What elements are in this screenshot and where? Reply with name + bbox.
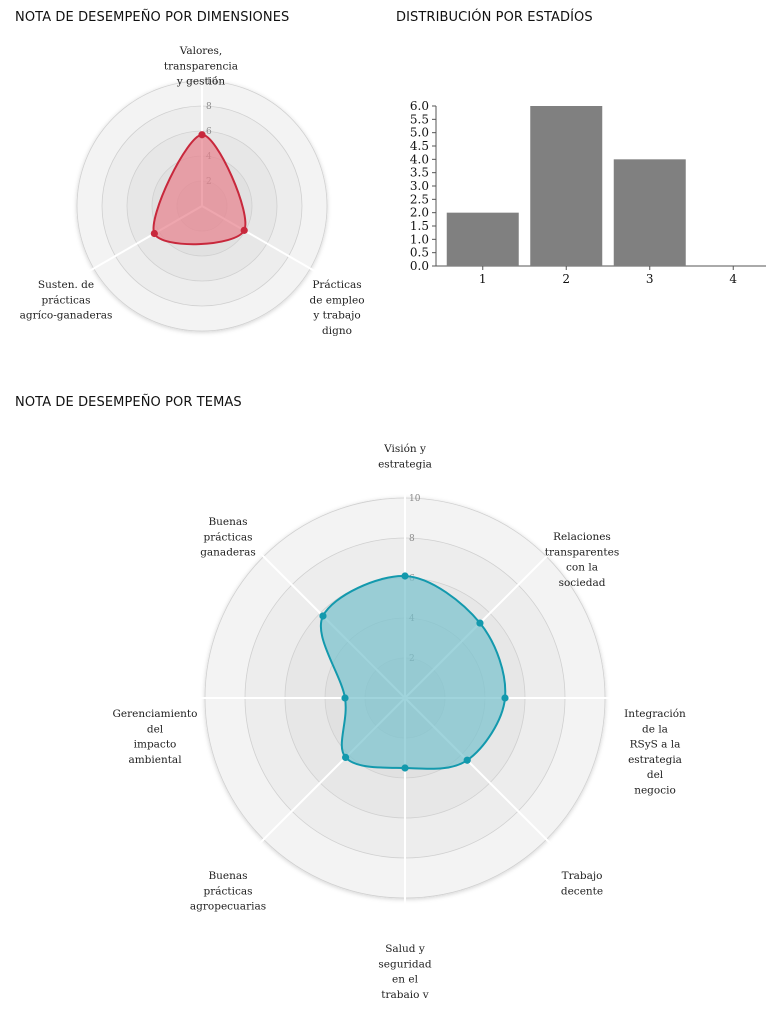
temas-axis-label-4: Trabajo decente: [561, 870, 603, 897]
temas-axis-label-5-line-4: trabaio v: [381, 989, 428, 1001]
dimensiones-rtick-6: 6: [206, 127, 212, 137]
temas-axis-label-3-line-2: de la: [642, 723, 668, 735]
estadios-bar-3: [613, 159, 686, 266]
temas-axis-label-2-line-3: con la: [566, 562, 598, 574]
temas-axis-label-7-line-2: del: [147, 723, 164, 735]
dimensiones-point-2: [240, 226, 248, 234]
title-estadios: DISTRIBUCIÓN POR ESTADÍOS: [396, 10, 593, 25]
dimensiones-axis-label-2-line-2: de empleo: [309, 294, 364, 306]
temas-axis-label-3: Integración de la RSyS a la estrategia del ne…: [624, 708, 686, 797]
estadios-ytick-label: 0.0: [410, 259, 429, 273]
temas-axis-label-8-line-3: ganaderas: [200, 547, 256, 559]
temas-axis-label-2-line-2: transparentes: [545, 546, 619, 558]
dimensiones-axis-label-2-line-4: digno: [322, 325, 352, 337]
temas-rtick-10: 10: [409, 494, 421, 504]
title-temas: NOTA DE DESEMPEÑO POR TEMAS: [15, 395, 242, 410]
temas-axis-label-3-line-6: negocio: [634, 785, 676, 797]
temas-point-4: [463, 756, 471, 764]
temas-axis-label-2-line-1: Relaciones: [553, 531, 611, 543]
temas-point-8: [319, 612, 327, 620]
temas-axis-label-4-line-2: decente: [561, 885, 603, 897]
temas-radar: 246810Visión yestrategiaRelacionestransp…: [113, 443, 687, 1001]
temas-point-7: [341, 694, 349, 702]
temas-axis-label-7-line-3: impacto: [134, 739, 177, 751]
temas-point-6: [342, 753, 350, 761]
temas-axis-label-6: Buenas prácticas agropecuarias: [190, 870, 266, 913]
temas-point-2: [476, 619, 484, 627]
estadios-bar-2: [530, 106, 603, 266]
temas-axis-label-5-line-3: en el: [392, 974, 419, 986]
dimensiones-rtick-8: 8: [206, 102, 212, 112]
estadios-ytick-label: 3.5: [410, 166, 429, 180]
temas-axis-label-7: Gerenciamiento del impacto ambiental: [113, 708, 198, 766]
estadios-ytick-label: 5.5: [410, 112, 429, 126]
estadios-xtick-label-1: 1: [479, 272, 487, 286]
dimensiones-axis-label-3: Susten. de prácticas agríco-ganaderas: [20, 279, 113, 322]
dimensiones-axis-label-2: Prácticas de empleo y trabajo digno: [309, 279, 364, 337]
estadios-ytick-label: 1.5: [410, 219, 429, 233]
dimensiones-axis-label-3-line-1: Susten. de: [38, 279, 94, 291]
temas-axis-label-3-line-3: RSyS a la: [630, 739, 681, 751]
temas-rtick-8: 8: [409, 534, 415, 544]
estadios-xtick-label-2: 2: [562, 272, 570, 286]
temas-point-5: [401, 764, 409, 772]
title-dimensiones: NOTA DE DESEMPEÑO POR DIMENSIONES: [15, 10, 290, 25]
temas-axis-label-8-line-1: Buenas: [208, 516, 247, 528]
temas-axis-label-3-line-4: estrategia: [628, 754, 682, 766]
temas-axis-label-6-line-3: agropecuarias: [190, 901, 266, 913]
temas-axis-label-2-line-4: sociedad: [559, 577, 606, 589]
temas-point-3: [501, 694, 509, 702]
dimensiones-axis-label-1: Valores, transparencia y gestión: [164, 45, 238, 88]
temas-axis-label-1: Visión y estrategia: [378, 443, 432, 470]
dimensiones-axis-label-3-line-3: agríco-ganaderas: [20, 310, 113, 322]
estadios-bar-chart: 0.00.51.01.52.02.53.03.54.04.55.05.56.0 1…: [410, 99, 766, 286]
temas-axis-label-5-line-2: seguridad: [378, 958, 431, 970]
dimensiones-axis-label-1-line-3: y gestión: [176, 76, 225, 88]
estadios-ytick-label: 3.0: [410, 179, 429, 193]
dimensiones-axis-label-1-line-1: Valores,: [179, 45, 223, 57]
temas-axis-label-3-line-5: del: [647, 769, 664, 781]
estadios-ytick-label: 4.5: [410, 139, 429, 153]
temas-point-1: [401, 572, 409, 580]
temas-axis-label-8: Buenas prácticas ganaderas: [200, 516, 256, 559]
dimensiones-axis-label-3-line-2: prácticas: [42, 294, 91, 306]
temas-axis-label-4-line-1: Trabajo: [562, 870, 603, 882]
temas-axis-label-1-line-2: estrategia: [378, 458, 432, 470]
temas-axis-label-2: Relaciones transparentes con la sociedad: [545, 531, 619, 589]
dimensiones-axis-label-2-line-3: y trabajo: [312, 310, 360, 322]
estadios-ytick-label: 6.0: [410, 99, 429, 113]
temas-axis-label-7-line-4: ambiental: [128, 754, 182, 766]
estadios-ytick-label: 0.5: [410, 246, 429, 260]
temas-axis-label-1-line-1: Visión y: [383, 443, 426, 455]
dimensiones-axis-label-2-line-1: Prácticas: [312, 279, 361, 291]
estadios-ytick-label: 2.0: [410, 206, 429, 220]
estadios-ytick-label: 5.0: [410, 126, 429, 140]
temas-axis-label-8-line-2: prácticas: [204, 531, 253, 543]
temas-axis-label-6-line-2: prácticas: [204, 885, 253, 897]
dimensiones-rtick-10: 10: [206, 77, 218, 87]
estadios-ytick-label: 2.5: [410, 192, 429, 206]
dimensiones-series-area: [152, 133, 247, 246]
dimensiones-axis-label-1-line-2: transparencia: [164, 60, 238, 72]
dimensiones-point-1: [198, 131, 206, 139]
estadios-ytick-label: 1.0: [410, 232, 429, 246]
temas-axis-label-7-line-1: Gerenciamiento: [113, 708, 198, 720]
temas-axis-label-6-line-1: Buenas: [208, 870, 247, 882]
temas-axis-label-5-line-1: Salud y: [385, 943, 425, 955]
estadios-xtick-label-4: 4: [729, 272, 737, 286]
estadios-ytick-label: 4.0: [410, 152, 429, 166]
temas-axis-label-5: Salud y seguridad en el trabaio v: [378, 943, 431, 1001]
estadios-xtick-label-3: 3: [646, 272, 654, 286]
dimensiones-point-3: [150, 229, 158, 238]
temas-axis-label-3-line-1: Integración: [624, 708, 686, 720]
estadios-bar-1: [446, 212, 519, 266]
